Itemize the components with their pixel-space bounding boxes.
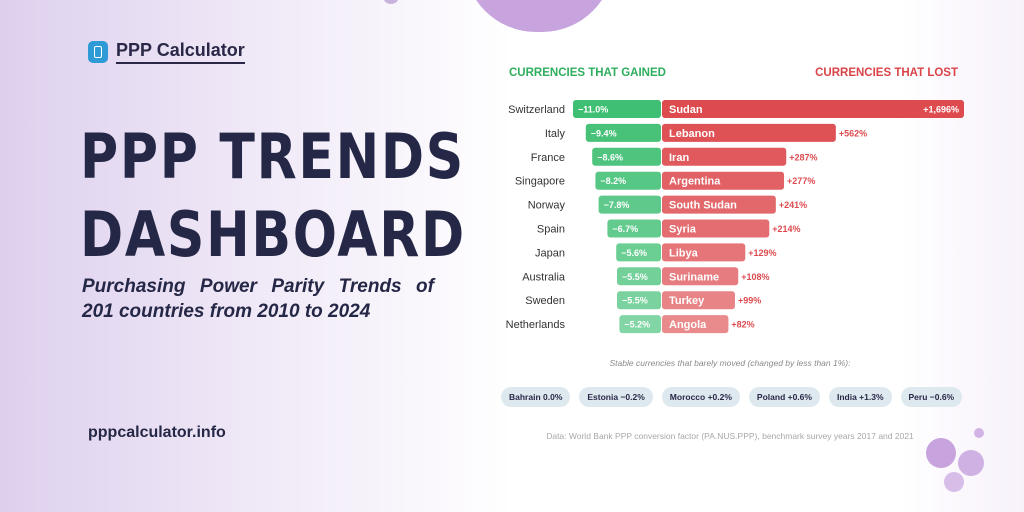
gained-bar [607,219,661,238]
lost-country-label: Iran [669,152,689,164]
lost-country-label: Sudan [669,104,703,116]
lost-value-label: +129% [748,248,776,258]
lost-bar [662,267,739,286]
gained-country-label: Italy [545,128,566,140]
brand-logo-link[interactable]: PPP Calculator [88,40,245,64]
brand-name: PPP Calculator [116,40,245,64]
site-url-link[interactable]: pppcalculator.info [88,424,226,441]
lost-country-label: Lebanon [669,128,715,140]
lost-bar [662,147,787,166]
gained-bar [573,100,661,118]
lost-value-label: +287% [789,152,817,162]
lost-country-label: Argentina [669,176,721,188]
gained-bar [595,171,661,190]
lost-value-label: +241% [779,200,807,210]
lost-value-label: +1,696% [923,105,959,115]
stable-currency-pill: Estonia −0.2% [579,387,653,407]
data-source-note: Data: World Bank PPP conversion factor (… [546,431,914,441]
gained-header: CURRENCIES THAT GAINED [509,67,666,79]
page-title: PPP TRENDS DASHBOARD [80,118,466,274]
gained-value-label: −7.8% [604,200,630,210]
lost-value-label: +108% [741,272,769,282]
gained-value-label: −5.5% [622,272,648,282]
calculator-icon [88,41,108,63]
gained-bar [617,267,661,286]
lost-country-label: South Sudan [669,200,737,212]
lost-bar [662,123,836,142]
title-line-1: PPP TRENDS [80,120,465,193]
gained-value-label: −9.4% [591,128,617,138]
lost-value-label: +214% [772,224,800,234]
decorative-dots [926,428,1024,512]
lost-value-label: +82% [731,320,754,330]
decorative-dot [958,450,984,476]
gained-value-label: −8.2% [600,176,626,186]
title-line-2: DASHBOARD [80,198,466,271]
decorative-dot [944,472,964,492]
stable-currencies-list: Bahrain 0.0% Estonia −0.2% Morocco +0.2% Po… [501,387,963,407]
lost-value-label: +562% [839,128,867,138]
gained-country-label: Netherlands [506,319,566,331]
gained-value-label: −6.7% [612,224,638,234]
gained-country-label: Norway [528,200,566,212]
lost-bar [662,195,776,214]
stable-currency-pill: India +1.3% [828,387,892,407]
gained-country-label: Singapore [515,176,565,188]
stable-currency-pill: Bahrain 0.0% [501,387,571,407]
gained-bar [592,147,661,166]
gained-bar [619,315,661,334]
stable-currency-pill: Poland +0.6% [748,387,820,407]
stable-currency-pill: Morocco +0.2% [661,387,740,407]
gained-value-label: −11.0% [578,105,608,115]
gained-country-label: Spain [537,224,565,236]
gained-bar [585,123,661,142]
stable-currencies-note: Stable currencies that barely moved (cha… [609,358,851,368]
gained-country-label: Australia [522,271,566,283]
lost-value-label: +277% [787,176,815,186]
decorative-dot [974,428,984,438]
page-subtitle: Purchasing Power Parity Trends of 201 co… [82,276,434,322]
lost-bar [662,171,785,190]
decorative-blob-top [464,0,614,32]
gained-country-label: France [531,152,565,164]
lost-country-label: Syria [669,224,697,236]
gained-value-label: −5.5% [622,296,648,306]
lost-value-label: +99% [738,296,761,306]
decorative-dot [384,0,398,4]
lost-bar [662,243,746,262]
lost-header: CURRENCIES THAT LOST [815,67,958,79]
decorative-dot [926,438,956,468]
gained-bar [598,195,661,214]
gained-country-label: Switzerland [508,104,565,116]
gained-bar [617,291,661,310]
lost-bar [662,219,770,238]
gained-value-label: −5.6% [621,248,647,258]
lost-bar [662,291,735,310]
gained-bar [616,243,661,262]
gained-country-label: Sweden [525,295,565,307]
lost-country-label: Turkey [669,295,705,307]
lost-bar [662,100,964,118]
lost-country-label: Suriname [669,271,719,283]
lost-country-label: Angola [669,319,707,331]
stable-currency-pill: Peru −0.6% [900,387,963,407]
gained-country-label: Japan [535,247,565,259]
ppp-diverging-bar-chart: CURRENCIES THAT GAINED CURRENCIES THAT LO… [506,67,964,334]
gained-value-label: −8.6% [597,152,623,162]
lost-country-label: Libya [669,247,699,259]
lost-bar [662,315,729,334]
gained-value-label: −5.2% [624,320,650,330]
